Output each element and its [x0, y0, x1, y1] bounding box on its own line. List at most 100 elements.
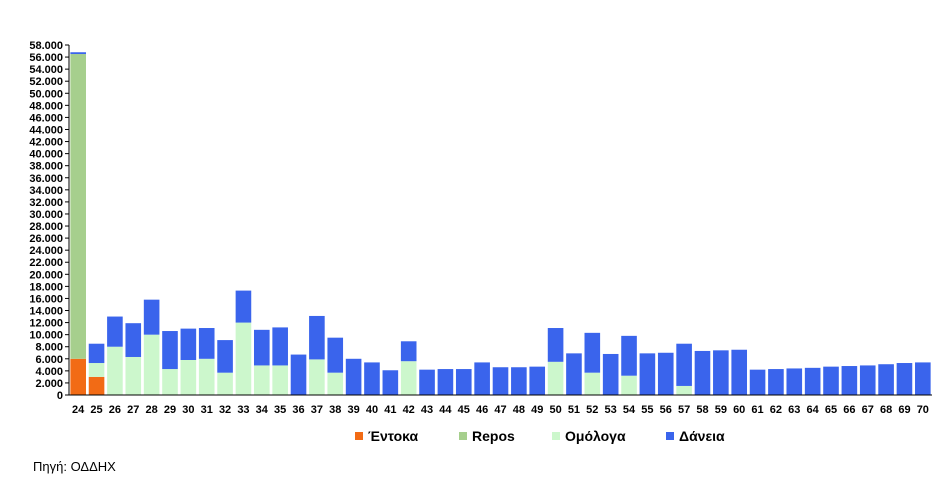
legend-swatch [355, 432, 363, 440]
bar-segment [88, 343, 105, 364]
bar-segment [492, 367, 509, 395]
bar-segment [180, 328, 197, 360]
y-tick-label: 38.000 [29, 161, 63, 173]
bar-segment [621, 375, 637, 395]
bar-segment [309, 359, 325, 395]
bar-segment [309, 315, 325, 360]
y-tick-label: 16.000 [29, 293, 63, 305]
y-tick-label: 58.000 [29, 40, 63, 52]
x-tick-label: 42 [403, 404, 415, 416]
y-tick-label: 20.000 [29, 269, 63, 281]
legend-swatch [666, 432, 674, 440]
bar-segment [437, 369, 454, 395]
legend-item: Repos [459, 428, 515, 444]
bar-segment [143, 334, 160, 395]
y-tick-label: 40.000 [29, 149, 63, 161]
bar-segment [547, 328, 564, 362]
x-tick-label: 49 [531, 404, 543, 416]
x-tick-label: 28 [146, 404, 158, 416]
y-tick-label: 2.000 [35, 378, 63, 390]
bar-segment [107, 346, 123, 395]
y-tick-label: 44.000 [29, 124, 63, 136]
x-tick-label: 37 [311, 404, 323, 416]
bar-segment [621, 335, 637, 376]
x-tick-label: 50 [549, 404, 561, 416]
source-note: Πηγή: ΟΔΔΗΧ [33, 459, 116, 474]
y-tick-label: 48.000 [29, 100, 63, 112]
x-tick-label: 66 [843, 404, 855, 416]
y-tick-label: 42.000 [29, 137, 63, 149]
x-tick-label: 63 [788, 404, 800, 416]
legend-label: Ομόλογα [565, 428, 626, 444]
bar-segment [400, 361, 417, 395]
bar-segment [419, 369, 435, 395]
y-tick-label: 52.000 [29, 76, 63, 88]
bar-segment [896, 363, 913, 395]
x-tick-label: 58 [696, 404, 708, 416]
x-tick-label: 27 [127, 404, 139, 416]
legend-label: Repos [472, 428, 515, 444]
x-tick-label: 35 [274, 404, 286, 416]
x-tick-label: 51 [568, 404, 580, 416]
x-tick-label: 26 [109, 404, 121, 416]
x-tick-label: 25 [90, 404, 102, 416]
x-tick-label: 32 [219, 404, 231, 416]
x-tick-label: 30 [182, 404, 194, 416]
y-tick-label: 32.000 [29, 197, 63, 209]
bar-segment [713, 350, 729, 395]
bar-segment [823, 366, 839, 395]
y-tick-label: 14.000 [29, 306, 63, 318]
bar-segment [547, 361, 564, 395]
bar-segment [511, 367, 527, 395]
bar-segment [290, 354, 307, 395]
bar-segment [859, 365, 876, 395]
x-tick-label: 62 [770, 404, 782, 416]
x-tick-label: 52 [586, 404, 598, 416]
y-tick-label: 6.000 [35, 354, 63, 366]
bar-segment [915, 362, 931, 395]
legend-swatch [552, 432, 560, 440]
y-tick-label: 50.000 [29, 88, 63, 100]
x-tick-label: 29 [164, 404, 176, 416]
bar-segment [455, 369, 472, 395]
x-tick-label: 59 [715, 404, 727, 416]
bar-segment [272, 365, 288, 395]
x-tick-label: 69 [898, 404, 910, 416]
bar-segment [107, 316, 123, 347]
bar-segment [88, 363, 105, 377]
bar-segment [474, 362, 490, 395]
bar-segment [143, 299, 160, 335]
legend-item: Ομόλογα [552, 428, 626, 444]
bar-segment [566, 353, 582, 395]
x-tick-label: 44 [439, 404, 452, 416]
x-tick-label: 39 [347, 404, 359, 416]
x-tick-label: 41 [384, 404, 396, 416]
bar-segment [162, 331, 178, 370]
y-tick-label: 24.000 [29, 245, 63, 257]
bar-segment [253, 329, 270, 366]
bar-segment [584, 372, 601, 395]
legend-swatch [459, 432, 467, 440]
bar-segment [878, 364, 894, 395]
bar-segment [676, 385, 692, 395]
y-tick-label: 54.000 [29, 64, 63, 76]
y-tick-label: 12.000 [29, 318, 63, 330]
x-tick-label: 56 [660, 404, 672, 416]
y-tick-label: 34.000 [29, 185, 63, 197]
bar-segment [657, 352, 674, 395]
legend-label: Δάνεια [679, 428, 725, 444]
bar-segment [253, 365, 270, 395]
bar-segment [70, 54, 86, 359]
x-tick-label: 67 [862, 404, 874, 416]
bar-segment [841, 366, 858, 395]
y-tick-label: 36.000 [29, 173, 63, 185]
bar-segment [272, 327, 288, 366]
x-tick-label: 40 [366, 404, 378, 416]
x-tick-label: 64 [807, 404, 820, 416]
x-tick-label: 47 [494, 404, 506, 416]
bar-segment [125, 356, 142, 395]
bar-segment [235, 322, 252, 395]
y-tick-label: 46.000 [29, 112, 63, 124]
bar-segment [88, 376, 105, 395]
